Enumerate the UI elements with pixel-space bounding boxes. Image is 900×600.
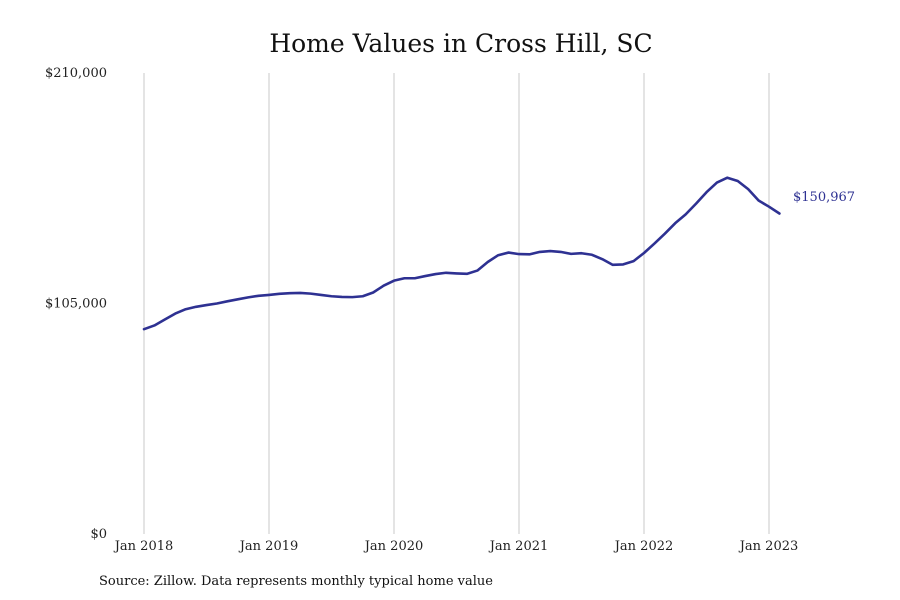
x-tick-label: Jan 2023 [738, 539, 799, 554]
x-axis-tick-labels: Jan 2018 Jan 2019 Jan 2020 Jan 2021 Jan 2022… [113, 539, 799, 554]
y-tick-label: $210,000 [45, 66, 107, 81]
y-axis-tick-labels: $0 $105,000 $210,000 [45, 66, 107, 542]
x-tick-label: Jan 2018 [113, 539, 174, 554]
y-tick-label: $0 [90, 527, 107, 542]
x-tick-label: Jan 2019 [238, 539, 299, 554]
chart-title: Home Values in Cross Hill, SC [269, 29, 652, 58]
series-line [142, 176, 781, 331]
gridlines [143, 73, 770, 534]
x-tick-label: Jan 2022 [613, 539, 674, 554]
y-tick-label: $105,000 [45, 297, 107, 312]
source-note: Source: Zillow. Data represents monthly … [99, 574, 493, 589]
x-tick-label: Jan 2020 [363, 539, 424, 554]
end-value-label: $150,967 [793, 190, 855, 205]
x-tick-label: Jan 2021 [488, 539, 549, 554]
series-layer [142, 176, 781, 331]
